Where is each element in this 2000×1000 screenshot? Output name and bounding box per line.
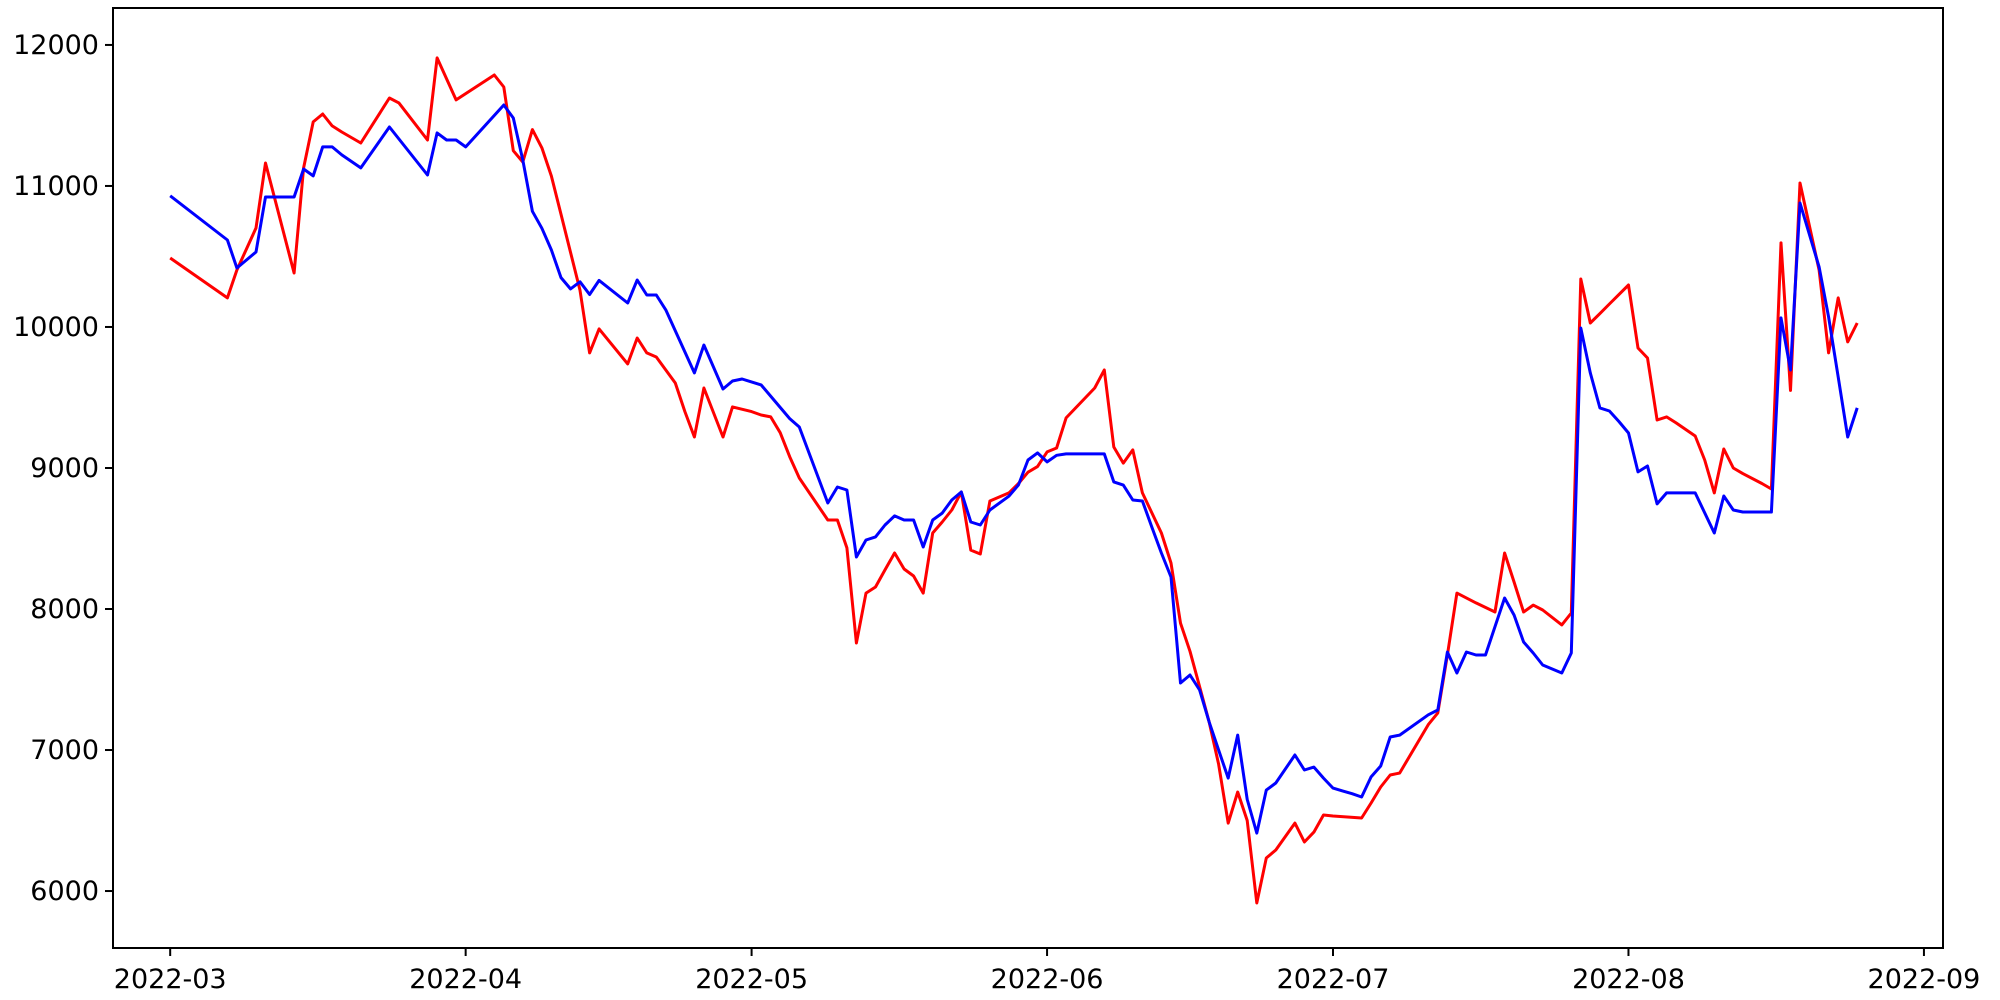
y-tick-label: 7000 [30,735,99,766]
x-tick-label: 2022-08 [1572,964,1685,995]
x-tick-label: 2022-05 [695,964,808,995]
right-mask [1943,0,2000,1000]
x-tick-label: 2022-07 [1277,964,1390,995]
y-tick-label: 6000 [30,876,99,907]
x-tick-label: 2022-09 [1868,964,1981,995]
axes-spines [112,7,1944,949]
y-tick-label: 10000 [13,312,99,343]
x-tick-label: 2022-04 [409,964,522,995]
x-tick-label: 2022-06 [991,964,1104,995]
y-tick-label: 11000 [13,171,99,202]
blue-series-line [169,103,1859,835]
y-tick-label: 12000 [13,30,99,61]
y-tick-label: 9000 [30,453,99,484]
red-series-line [169,56,1859,905]
left-mask [0,0,113,1000]
y-tick-label: 8000 [30,594,99,625]
x-tick-label: 2022-03 [114,964,227,995]
